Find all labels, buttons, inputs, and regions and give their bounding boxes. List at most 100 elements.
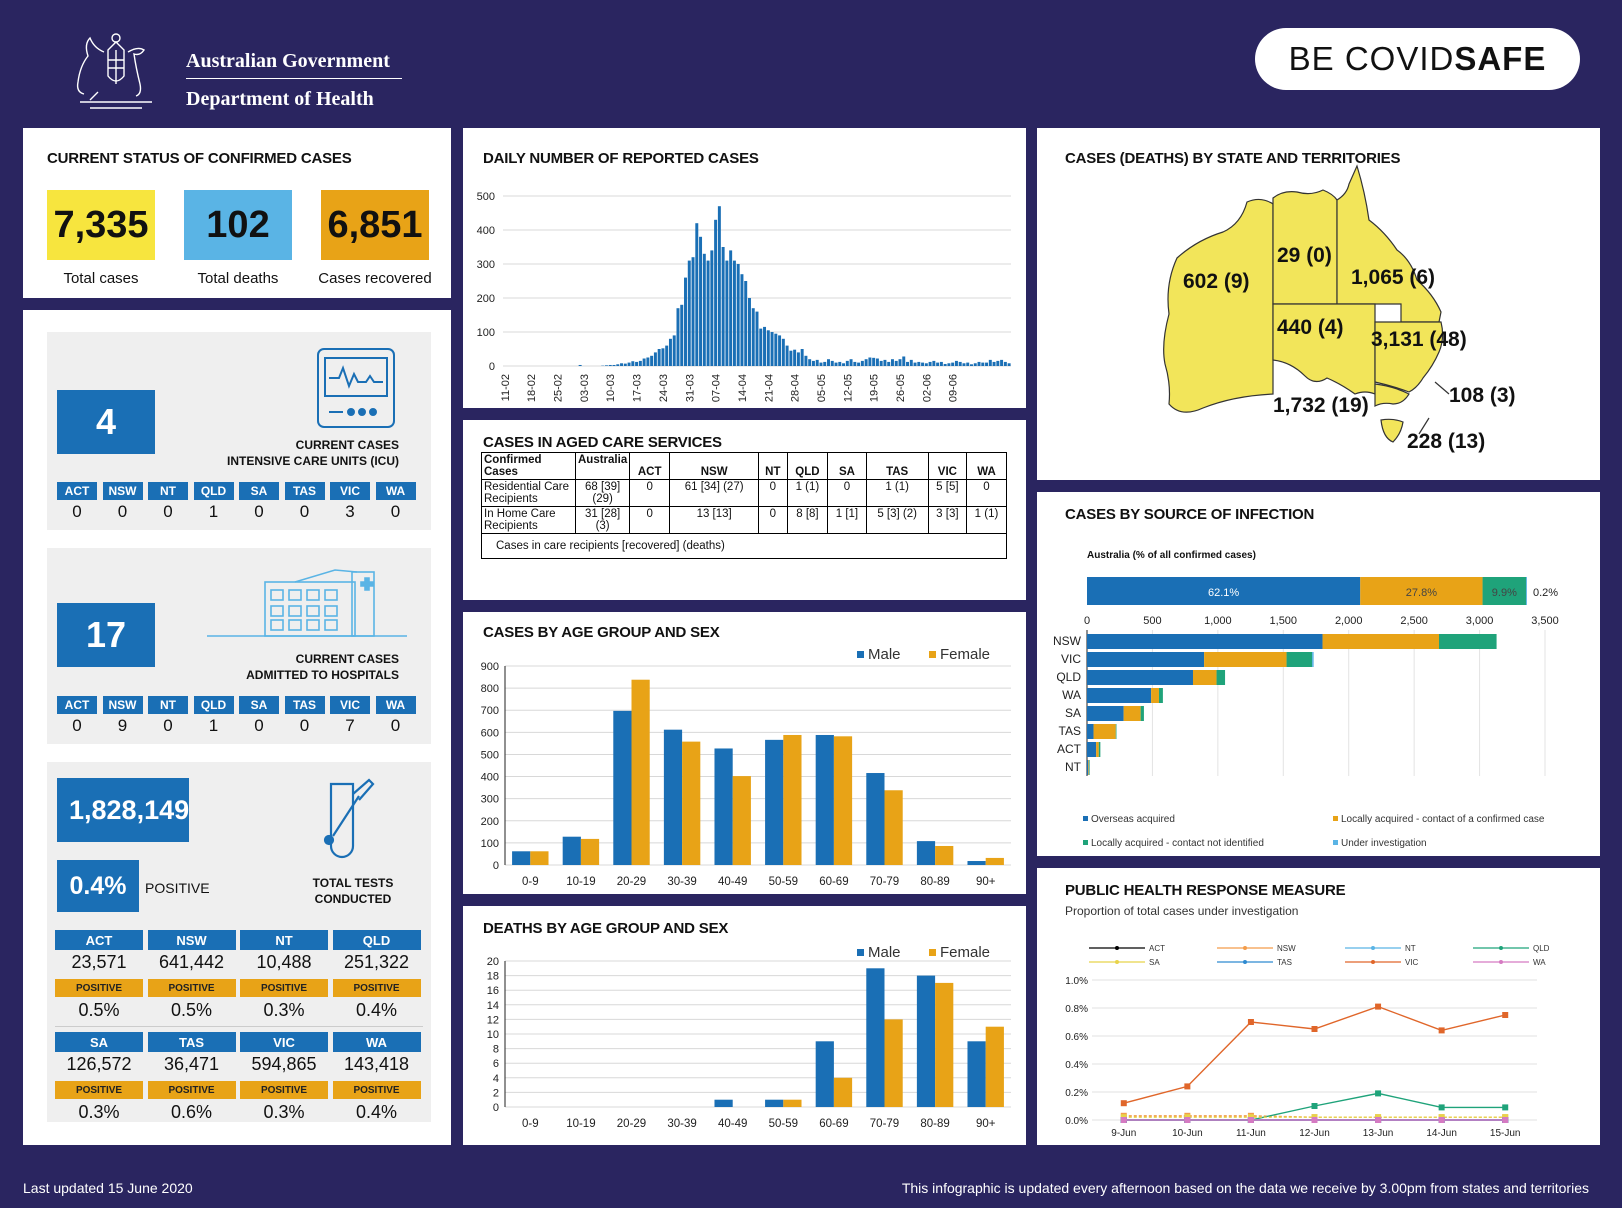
legend-swatch <box>857 949 864 956</box>
legend-label: NT <box>1405 944 1416 953</box>
x-tick-label: 10-Jun <box>1172 1128 1203 1139</box>
state-value-sa: 0 <box>254 502 264 521</box>
x-tick-label: 05-05 <box>816 374 828 402</box>
stacked-segment <box>1087 670 1193 685</box>
series-marker <box>1247 1117 1254 1123</box>
daily-bar <box>687 260 691 366</box>
daily-bar <box>766 330 770 366</box>
legend-label: Under investigation <box>1341 838 1427 849</box>
legend-label: ACT <box>1149 944 1165 953</box>
map-qld <box>1336 164 1442 323</box>
x-tick-label: 50-59 <box>769 1118 798 1130</box>
x-tick-label: 2,500 <box>1400 615 1428 627</box>
tests-count: 126,572 <box>66 1054 132 1074</box>
series-marker <box>1502 1117 1509 1123</box>
legend-label: Male <box>868 944 901 961</box>
aus-segment-label: 0.2% <box>1533 587 1558 599</box>
daily-bar <box>695 223 699 366</box>
daily-bar <box>699 236 703 366</box>
x-tick-label: 12-05 <box>842 374 854 402</box>
daily-bar <box>860 360 864 366</box>
positive-label: POSITIVE <box>145 880 210 896</box>
daily-bar <box>744 281 748 366</box>
y-tick-label: 2 <box>493 1087 499 1099</box>
category-label: TAS <box>1059 724 1081 738</box>
bar-female <box>631 679 650 865</box>
row-divider <box>55 1026 423 1027</box>
footer-updated: Last updated 15 June 2020 <box>23 1180 193 1196</box>
y-tick-label: 600 <box>481 727 499 739</box>
daily-bar <box>845 360 849 366</box>
x-tick-label: 09-06 <box>948 374 960 402</box>
daily-bar <box>868 357 872 366</box>
x-tick-label: 31-03 <box>684 374 696 402</box>
category-label: VIC <box>1061 652 1081 666</box>
stacked-segment <box>1123 706 1141 721</box>
daily-bar <box>755 311 759 366</box>
state-label-tas: TAS <box>284 482 325 500</box>
state-value-qld: 1 <box>208 502 219 521</box>
daily-bar <box>928 361 932 366</box>
table-cell: 5 [5] <box>927 479 967 507</box>
x-tick-label: 0 <box>1084 615 1090 627</box>
y-tick-label: 6 <box>493 1058 499 1070</box>
table-note: Cases in care recipients [recovered] (de… <box>481 533 1007 559</box>
x-tick-label: 90+ <box>976 1118 996 1130</box>
state-value-act: 0 <box>72 716 82 735</box>
bar-male <box>866 968 885 1107</box>
x-tick-label: 07-04 <box>711 374 723 402</box>
daily-bar <box>676 308 680 366</box>
legend-marker <box>1499 946 1503 950</box>
x-tick-label: 13-Jun <box>1363 1128 1394 1139</box>
x-tick-label: 20-29 <box>617 876 646 888</box>
state-label-act: ACT <box>57 482 97 500</box>
daily-bar <box>875 358 879 366</box>
daily-bar <box>706 260 710 366</box>
aged-care-title: CASES IN AGED CARE SERVICES <box>483 434 722 451</box>
legend-swatch <box>1333 840 1338 845</box>
daily-bar <box>691 257 695 366</box>
daily-bar <box>672 335 676 366</box>
tests-count: 10,488 <box>256 952 312 972</box>
daily-bar <box>717 206 721 366</box>
current-status-panel: CURRENT STATUS OF CONFIRMED CASES 7,335 … <box>23 128 451 298</box>
daily-bar <box>943 363 947 366</box>
series-marker <box>1438 1027 1445 1034</box>
x-tick-label: 24-03 <box>658 374 670 402</box>
daily-bar <box>789 350 793 366</box>
daily-bar <box>759 328 763 366</box>
daily-bar <box>668 338 672 366</box>
tests-count: 36,471 <box>163 1054 220 1074</box>
y-tick-label: 400 <box>477 225 495 237</box>
daily-bar <box>921 362 925 366</box>
daily-bar <box>646 357 650 366</box>
x-tick-label: 40-49 <box>718 876 747 888</box>
positive-tag: POSITIVE <box>240 1081 328 1099</box>
x-tick-label: 90+ <box>976 876 996 888</box>
bar-male <box>815 1041 834 1107</box>
daily-bar <box>909 359 913 366</box>
tests-state-tas: TAS <box>147 1032 236 1052</box>
y-tick-label: 0.6% <box>1065 1032 1088 1043</box>
header-cell: NT <box>758 452 788 480</box>
state-value-vic: 3 <box>345 502 355 521</box>
series-marker <box>1375 1090 1382 1097</box>
daily-bar <box>751 308 755 366</box>
stacked-segment <box>1087 652 1205 667</box>
category-label: QLD <box>1056 670 1081 684</box>
bar-female <box>935 982 954 1107</box>
bar-female <box>732 776 751 865</box>
series-line-vic <box>1123 1005 1506 1104</box>
header-cell: QLD <box>786 452 829 480</box>
daily-bar <box>902 356 906 366</box>
series-marker <box>1184 1083 1191 1090</box>
daily-bar <box>800 349 804 366</box>
legend-label: Locally acquired - contact not identifie… <box>1091 838 1264 849</box>
daily-title: DAILY NUMBER OF REPORTED CASES <box>483 150 759 167</box>
x-tick-label: 11-02 <box>500 374 512 401</box>
x-tick-label: 21-04 <box>763 374 775 402</box>
x-tick-label: 10-19 <box>566 1118 595 1130</box>
gov-crest-icon <box>60 30 172 112</box>
stacked-segment <box>1088 760 1089 775</box>
stacked-segment <box>1087 742 1097 757</box>
